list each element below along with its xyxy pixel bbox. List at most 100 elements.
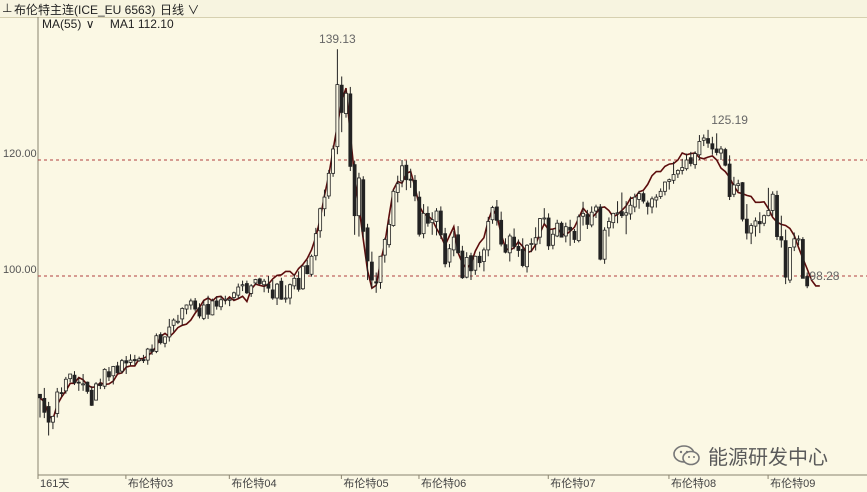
candle-body (641, 193, 646, 202)
candle-body (322, 196, 327, 210)
candle-body (594, 206, 598, 212)
candle-body (576, 216, 581, 242)
candle-body (262, 280, 267, 286)
candle-body (693, 153, 698, 166)
candle-body (792, 238, 797, 248)
candle-body (331, 148, 335, 174)
candle-body (296, 277, 301, 290)
candle-body (482, 249, 486, 262)
candle-body (572, 230, 577, 240)
candle-body (434, 210, 439, 222)
candle-body (425, 212, 430, 224)
candle-body (38, 393, 42, 399)
candle-body (68, 373, 73, 380)
period-label: 日线 (160, 3, 185, 17)
candle-body (800, 239, 805, 279)
candle-body (663, 181, 667, 192)
candle-body (76, 381, 81, 384)
candle-body (451, 236, 456, 251)
candle-body (374, 281, 379, 284)
candle-body (770, 193, 775, 211)
candle-body (555, 222, 560, 237)
candle-body (137, 358, 142, 362)
candle-body (85, 381, 90, 392)
candle-body (59, 392, 64, 394)
candle-body (145, 348, 150, 361)
candle-body (98, 383, 103, 387)
candle-body (232, 292, 236, 298)
candle-body (387, 223, 392, 246)
candle-body (193, 300, 198, 310)
candle-body (55, 391, 60, 414)
candle-body (339, 84, 344, 113)
candle-body (775, 194, 779, 237)
x-tick-label: 布伦特03 (128, 476, 173, 490)
candle-body (288, 284, 292, 299)
candle-body (395, 183, 400, 193)
candle-body (206, 304, 210, 315)
candle-body (563, 226, 568, 237)
candle-body (344, 92, 348, 115)
period-selector[interactable]: 日线 ∨ (160, 1, 199, 18)
candle-body (72, 374, 77, 384)
candle-body (184, 304, 189, 310)
candle-body (132, 359, 137, 362)
candle-body (382, 239, 387, 256)
candle-body (369, 261, 374, 281)
candle-body (236, 286, 241, 296)
candle-body (499, 219, 504, 245)
candle-body (667, 179, 672, 182)
candle-body (546, 217, 551, 247)
candle-body (158, 334, 163, 344)
candle-body (473, 255, 478, 271)
candle-body (305, 265, 310, 275)
candle-body (727, 163, 732, 197)
candle-body (240, 284, 245, 287)
candle-body (171, 319, 176, 326)
candle-body (684, 159, 689, 170)
candle-body (710, 143, 715, 150)
watermark: 能源研发中心 (672, 440, 828, 470)
candle-body (680, 167, 685, 171)
candle-body (292, 277, 297, 287)
candle-body (279, 280, 284, 300)
candle-body (706, 138, 710, 144)
candle-body (313, 233, 318, 257)
candle-body (486, 221, 491, 251)
candle-body (749, 225, 754, 234)
candle-body (301, 265, 305, 290)
chevron-down-icon: ∨ (187, 3, 200, 17)
candle-body (447, 248, 452, 263)
candle-body (150, 348, 154, 352)
candle-body (494, 206, 499, 221)
candle-body (249, 285, 254, 294)
candle-body (128, 359, 133, 363)
menu-icon[interactable]: ⊥ (2, 1, 13, 15)
candle-body (598, 206, 603, 260)
candle-body (63, 378, 68, 392)
candle-body (490, 207, 495, 221)
ma-selector[interactable]: MA(55) ∨ (42, 17, 104, 31)
candle-body (654, 196, 659, 201)
candle-body (81, 383, 85, 386)
candle-body (51, 415, 55, 423)
candle-body (611, 212, 616, 224)
candle-body (107, 371, 111, 378)
candle-body (361, 179, 366, 232)
candle-body (111, 366, 116, 377)
candle-body (266, 283, 271, 289)
candle-body (352, 164, 357, 217)
candle-body (589, 211, 594, 226)
candle-body (688, 157, 693, 164)
candle-body (309, 255, 314, 275)
candle-body (357, 177, 361, 217)
candle-body (645, 202, 650, 207)
price-annotation: 125.19 (711, 113, 748, 127)
y-tick-label: 120.00 (3, 148, 37, 160)
candle-body (283, 297, 288, 300)
candle-body (365, 227, 370, 262)
candle-body (619, 211, 624, 217)
candle-body (119, 360, 124, 372)
candle-body (732, 184, 736, 195)
